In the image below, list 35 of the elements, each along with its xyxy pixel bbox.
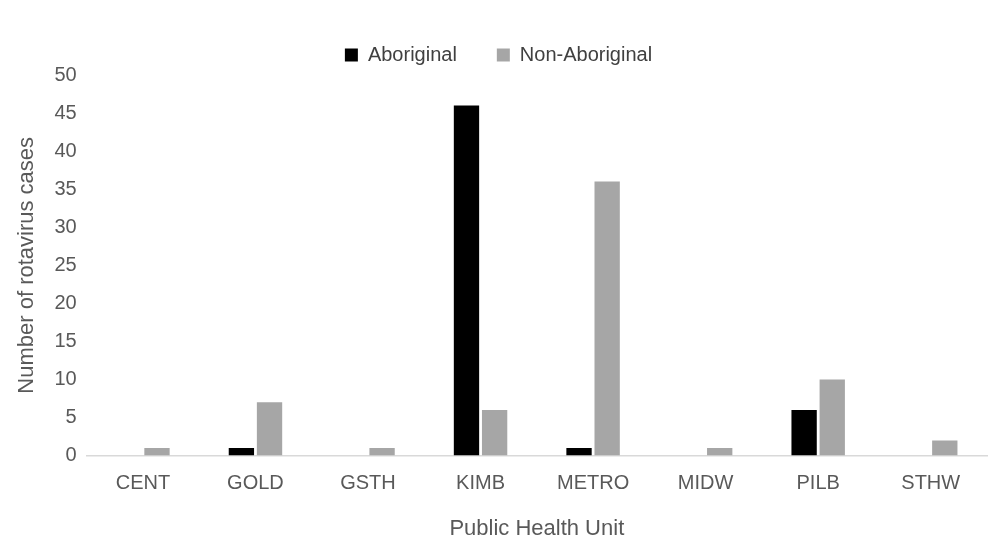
bar bbox=[707, 447, 733, 456]
bar bbox=[144, 447, 170, 456]
y-tick-label: 50 bbox=[54, 62, 77, 85]
legend-label: Aboriginal bbox=[367, 42, 457, 65]
y-tick-label: 0 bbox=[65, 443, 77, 466]
x-tick-label: PILB bbox=[796, 471, 840, 494]
x-tick-label: GOLD bbox=[227, 471, 284, 494]
bar bbox=[481, 409, 508, 456]
bar bbox=[791, 409, 817, 456]
y-tick-label: 10 bbox=[54, 367, 77, 389]
x-tick-label: KIMB bbox=[456, 471, 505, 494]
bar bbox=[228, 447, 255, 456]
bar bbox=[594, 181, 620, 456]
y-tick-label: 15 bbox=[54, 328, 77, 351]
bar bbox=[566, 447, 592, 456]
bar bbox=[453, 105, 480, 456]
x-axis-title: Public Health Unit bbox=[449, 514, 625, 540]
x-tick-label: GSTH bbox=[340, 471, 396, 494]
x-tick-label: STHW bbox=[901, 471, 961, 494]
x-tick-label: MIDW bbox=[677, 471, 734, 494]
bar bbox=[819, 379, 845, 456]
bar bbox=[369, 447, 395, 456]
y-tick-label: 30 bbox=[54, 214, 77, 237]
y-tick-label: 20 bbox=[54, 290, 77, 313]
y-axis-title: Number of rotavirus cases bbox=[13, 136, 39, 394]
bar bbox=[256, 402, 283, 456]
x-tick-label: METRO bbox=[556, 471, 630, 494]
x-tick-label: CENT bbox=[115, 471, 171, 494]
bar bbox=[932, 440, 958, 456]
legend-label: Non-Aboriginal bbox=[519, 42, 653, 65]
y-tick-label: 35 bbox=[54, 176, 77, 199]
y-tick-label: 5 bbox=[65, 405, 77, 428]
y-tick-label: 40 bbox=[54, 138, 77, 161]
y-tick-label: 45 bbox=[54, 100, 77, 123]
y-tick-label: 25 bbox=[54, 252, 77, 275]
